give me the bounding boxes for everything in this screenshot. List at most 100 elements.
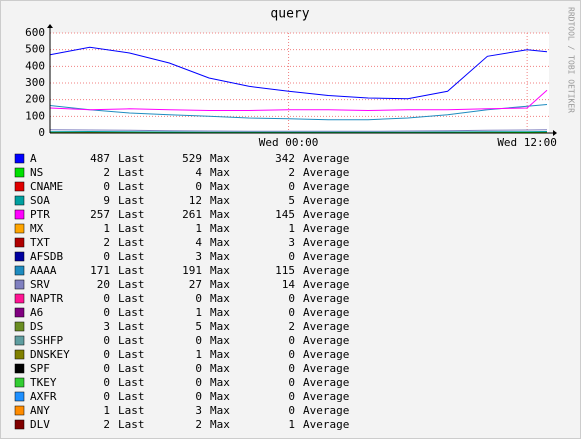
y-tick-label: 300 — [25, 76, 45, 89]
legend-average: 2 — [288, 166, 295, 179]
legend-max-label: Max — [210, 362, 230, 375]
legend-average-label: Average — [303, 334, 349, 347]
legend-swatch — [14, 307, 25, 318]
legend-swatch — [14, 419, 25, 430]
legend-max-label: Max — [210, 404, 230, 417]
y-tick-label: 200 — [25, 93, 45, 106]
legend-average: 0 — [288, 390, 295, 403]
legend-max-label: Max — [210, 418, 230, 431]
legend-average-label: Average — [303, 152, 349, 165]
legend-name: TKEY — [30, 376, 57, 389]
legend-swatch — [14, 265, 25, 276]
legend-average-label: Average — [303, 348, 349, 361]
legend-max-label: Max — [210, 306, 230, 319]
legend-average: 0 — [288, 306, 295, 319]
legend-last: 0 — [103, 390, 110, 403]
legend-swatch — [14, 405, 25, 416]
legend-swatch — [14, 237, 25, 248]
y-tick-label: 500 — [25, 43, 45, 56]
legend-average: 14 — [282, 278, 296, 291]
legend-swatch — [14, 167, 25, 178]
legend-name: DS — [30, 320, 43, 333]
legend-average-label: Average — [303, 180, 349, 193]
legend-name: CNAME — [30, 180, 63, 193]
legend-max: 261 — [182, 208, 202, 221]
legend-swatch — [14, 349, 25, 360]
legend-average: 0 — [288, 362, 295, 375]
legend-last: 0 — [103, 250, 110, 263]
legend-max: 1 — [195, 222, 202, 235]
legend-average: 0 — [288, 376, 295, 389]
series-line — [49, 89, 548, 112]
x-tick-label: Wed 12:00 — [497, 136, 557, 149]
legend-swatch — [14, 391, 25, 402]
legend-average: 0 — [288, 180, 295, 193]
legend-max: 27 — [189, 278, 202, 291]
legend-max-label: Max — [210, 208, 230, 221]
legend-name: MX — [30, 222, 44, 235]
legend-max: 1 — [195, 348, 202, 361]
legend-average-label: Average — [303, 250, 349, 263]
legend-name: A — [30, 152, 37, 165]
legend-last: 9 — [103, 194, 110, 207]
legend-max-label: Max — [210, 278, 230, 291]
legend-average-label: Average — [303, 320, 349, 333]
legend-max: 0 — [195, 362, 202, 375]
legend-swatch — [14, 377, 25, 388]
legend-average-label: Average — [303, 278, 349, 291]
legend-last: 0 — [103, 334, 110, 347]
legend-max-label: Max — [210, 376, 230, 389]
legend-name: ANY — [30, 404, 50, 417]
legend-swatch — [14, 181, 25, 192]
legend-average-label: Average — [303, 236, 349, 249]
legend-last: 2 — [103, 236, 110, 249]
legend-last-label: Last — [118, 348, 145, 361]
legend-last-label: Last — [118, 250, 145, 263]
x-arrow — [553, 130, 557, 136]
legend-last: 0 — [103, 292, 110, 305]
legend-name: SSHFP — [30, 334, 63, 347]
legend-average: 0 — [288, 250, 295, 263]
legend-name: TXT — [30, 236, 50, 249]
legend-name: NAPTR — [30, 292, 63, 305]
legend-max: 0 — [195, 292, 202, 305]
legend-max: 3 — [195, 250, 202, 263]
legend-average: 0 — [288, 292, 295, 305]
legend-last: 0 — [103, 376, 110, 389]
legend-average: 1 — [288, 222, 295, 235]
series-line — [49, 46, 548, 100]
legend-last: 487 — [90, 152, 110, 165]
legend-last-label: Last — [118, 404, 145, 417]
legend-average-label: Average — [303, 404, 349, 417]
legend-max: 4 — [195, 166, 202, 179]
legend-max: 0 — [195, 390, 202, 403]
legend-last-label: Last — [118, 222, 145, 235]
legend-last-label: Last — [118, 390, 145, 403]
legend-last: 1 — [103, 404, 110, 417]
legend-name: PTR — [30, 208, 50, 221]
chart-title: query — [270, 7, 309, 22]
legend-max: 0 — [195, 180, 202, 193]
legend-max: 1 — [195, 306, 202, 319]
x-tick-label: Wed 00:00 — [259, 136, 319, 149]
grid: 0 100 200 300 400 500 600 Wed 00:00 Wed 12:00 — [25, 26, 557, 149]
series-line — [49, 129, 548, 132]
legend-average-label: Average — [303, 222, 349, 235]
legend-last: 3 — [103, 320, 110, 333]
legend-last-label: Last — [118, 376, 145, 389]
legend-name: SOA — [30, 194, 50, 207]
legend-average-label: Average — [303, 306, 349, 319]
legend-average-label: Average — [303, 292, 349, 305]
legend-average-label: Average — [303, 194, 349, 207]
legend-last-label: Last — [118, 236, 145, 249]
legend-average-label: Average — [303, 390, 349, 403]
legend-name: AFSDB — [30, 250, 63, 263]
legend-average: 0 — [288, 404, 295, 417]
legend-last: 1 — [103, 222, 110, 235]
legend-last: 0 — [103, 362, 110, 375]
legend-swatch — [14, 321, 25, 332]
legend-last-label: Last — [118, 334, 145, 347]
legend-max-label: Max — [210, 194, 230, 207]
legend-swatch — [14, 223, 25, 234]
